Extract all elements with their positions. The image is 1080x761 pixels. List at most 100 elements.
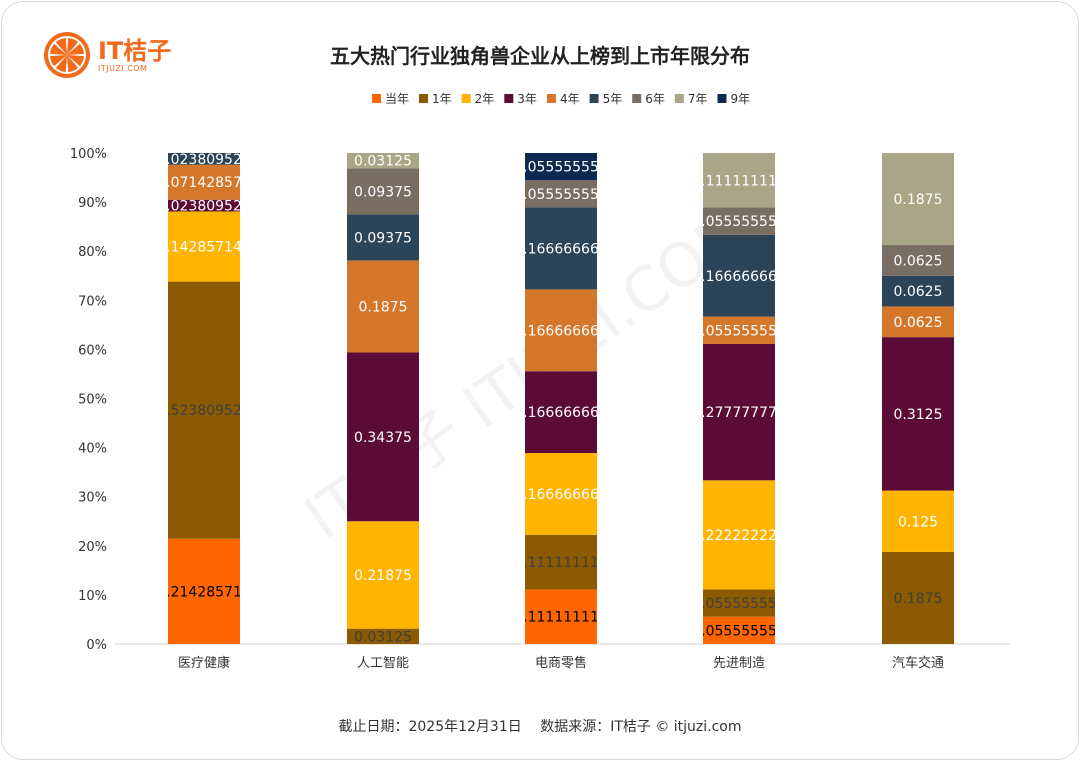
data-label: 0.125 <box>898 514 938 530</box>
y-tick-label: 30% <box>78 491 107 506</box>
bar-segment <box>882 153 954 246</box>
bar-segment <box>703 207 775 235</box>
logo-url: ITJUZI.COM <box>98 63 148 73</box>
bar-segment <box>347 352 419 522</box>
data-label: 0.166666667 <box>692 269 786 285</box>
data-label: 0.055555556 <box>514 187 608 203</box>
bar-segment <box>703 234 775 317</box>
data-label: 0.142857143 <box>157 240 251 256</box>
y-tick-label: 100% <box>70 147 107 162</box>
x-tick-label: 医疗健康 <box>178 655 230 671</box>
data-label: 0.0625 <box>894 284 943 300</box>
y-tick-label: 10% <box>78 589 107 604</box>
x-tick-label: 人工智能 <box>357 656 409 671</box>
legend-label: 2年 <box>475 92 495 106</box>
data-label: 0.1875 <box>359 299 408 315</box>
legend-swatch <box>461 94 471 103</box>
stacked-bar-chart: IT桔子 ITJUZI.COM0%10%20%30%40%50%60%70%80… <box>70 92 1010 671</box>
bar-segment <box>347 168 419 215</box>
data-label: 0.166666667 <box>514 487 608 503</box>
legend-swatch <box>589 94 599 103</box>
legend-label: 1年 <box>432 92 452 106</box>
data-label: 0.055555556 <box>692 623 786 639</box>
y-tick-label: 80% <box>78 245 107 260</box>
data-label: 0.111111111 <box>514 610 608 626</box>
bar-segment <box>347 260 419 353</box>
data-label: 0.523809524 <box>157 403 251 419</box>
legend-label: 4年 <box>560 92 580 106</box>
x-tick-label: 电商零售 <box>535 655 587 671</box>
logo: IT桔子 ITJUZI.COM <box>42 30 171 80</box>
y-tick-label: 60% <box>78 343 107 358</box>
x-tick-label: 汽车交通 <box>892 655 944 671</box>
bar-segment <box>168 153 240 165</box>
bar-segment <box>347 628 419 644</box>
bar-segment <box>525 589 597 644</box>
bar-segment <box>525 153 597 181</box>
bar-segment <box>525 289 597 372</box>
bar-segment <box>882 490 954 552</box>
data-label: 0.166666667 <box>514 241 608 257</box>
bar-segment <box>168 164 240 200</box>
data-label: 0.214285714 <box>157 584 251 600</box>
bar-segment <box>882 551 954 644</box>
data-label: 0.21875 <box>354 568 412 584</box>
y-tick-label: 0% <box>86 638 107 653</box>
data-label: 0.055555556 <box>692 323 786 339</box>
bar-segment <box>703 616 775 644</box>
bar-segment <box>703 316 775 344</box>
bar-segment <box>525 534 597 590</box>
bar-segment <box>703 589 775 617</box>
legend-swatch <box>372 94 381 103</box>
legend-swatch <box>717 94 727 103</box>
data-label: 0.3125 <box>894 407 943 423</box>
bar-segment <box>525 207 597 290</box>
bar-segment <box>168 281 240 539</box>
legend-swatch <box>504 94 514 103</box>
bar-segment <box>168 538 240 644</box>
data-label: 0.055555556 <box>692 596 786 612</box>
data-label: 0.1875 <box>894 192 943 208</box>
data-label: 0.111111111 <box>692 173 786 189</box>
orange-slice-icon <box>44 32 90 78</box>
data-label: 0.023809524 <box>157 152 251 168</box>
footer-source: 截止日期：2025年12月31日 数据来源：IT桔子 © itjuzi.com <box>338 719 742 735</box>
y-tick-label: 50% <box>78 393 107 408</box>
y-tick-label: 70% <box>78 294 107 309</box>
legend-swatch <box>632 94 642 103</box>
bar-segment <box>347 521 419 629</box>
logo-name: IT桔子 <box>98 36 172 65</box>
y-tick-label: 90% <box>78 196 107 211</box>
data-label: 0.0625 <box>894 253 943 269</box>
bar-segment <box>882 306 954 338</box>
data-label: 0.166666667 <box>514 405 608 421</box>
bar-segment <box>703 343 775 481</box>
data-label: 0.071428571 <box>157 175 251 191</box>
bar-segment <box>168 199 240 212</box>
data-label: 0.055555556 <box>514 160 608 176</box>
bar-segment <box>525 453 597 535</box>
data-label: 0.023809524 <box>157 199 251 215</box>
legend-label: 3年 <box>517 92 537 106</box>
y-tick-label: 40% <box>78 442 107 457</box>
data-label: 0.0625 <box>894 315 943 331</box>
bar-segment <box>703 153 775 208</box>
legend-swatch <box>674 94 684 103</box>
legend-label: 5年 <box>603 92 623 106</box>
bar-segment <box>525 371 597 454</box>
bar-segment <box>347 153 419 169</box>
bar-segment <box>882 337 954 491</box>
data-label: 0.03125 <box>354 154 412 170</box>
legend-swatch <box>419 94 429 103</box>
data-label: 0.09375 <box>354 184 412 200</box>
bar-segment <box>882 245 954 276</box>
data-label: 0.1875 <box>894 591 943 607</box>
legend-label: 7年 <box>688 92 708 106</box>
bar-segment <box>347 214 419 261</box>
data-label: 0.111111111 <box>514 555 608 571</box>
legend-label: 6年 <box>645 92 665 106</box>
data-label: 0.34375 <box>354 430 412 446</box>
legend-swatch <box>546 94 556 103</box>
y-tick-label: 20% <box>78 540 107 555</box>
